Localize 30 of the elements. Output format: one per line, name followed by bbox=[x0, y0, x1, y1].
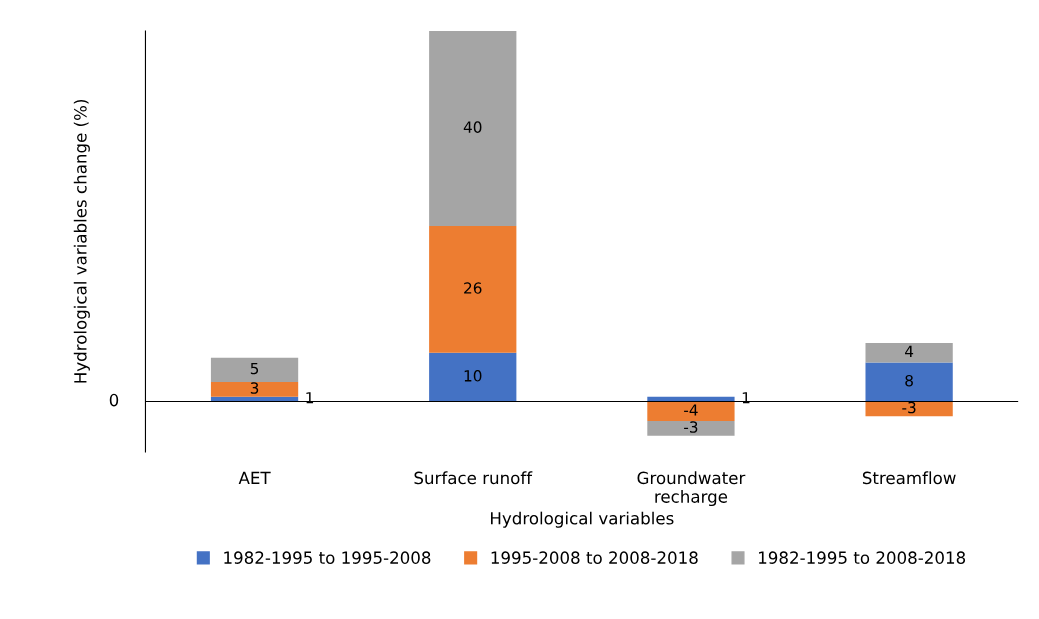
bar bbox=[865, 401, 953, 417]
y-axis-title: Hydrological variables change (%) bbox=[73, 100, 90, 383]
bar bbox=[429, 30, 517, 226]
data-label: -3 bbox=[684, 421, 698, 433]
data-label: 3 bbox=[250, 382, 259, 394]
data-label: 5 bbox=[250, 362, 259, 375]
data-label: 10 bbox=[464, 370, 482, 382]
bar bbox=[865, 343, 953, 363]
bar bbox=[210, 357, 299, 383]
x-tick-label: AET bbox=[238, 471, 271, 484]
bar bbox=[429, 226, 517, 353]
x-tick-label: Groundwater recharge bbox=[637, 471, 746, 507]
data-label: 26 bbox=[464, 282, 482, 294]
bar bbox=[647, 401, 735, 422]
x-axis-title: Hydrological variables bbox=[491, 511, 674, 528]
bar bbox=[647, 421, 735, 436]
bar bbox=[210, 382, 299, 397]
legend-label: 1995-2008 to 2008-2018 bbox=[491, 551, 698, 564]
data-label: -3 bbox=[902, 401, 916, 414]
legend-label: 1982-1995 to 2008-2018 bbox=[759, 551, 966, 564]
bar bbox=[429, 352, 517, 402]
data-label: 4 bbox=[905, 345, 914, 357]
bar bbox=[865, 362, 953, 402]
x-tick-label: Surface runoff bbox=[414, 471, 533, 485]
x-tick-label: Streamflow bbox=[862, 471, 956, 485]
data-label: -4 bbox=[684, 404, 698, 416]
data-label: 8 bbox=[905, 374, 913, 387]
text: 0 bbox=[109, 393, 119, 407]
legend-label: 1982-1995 to 1995-2008 bbox=[224, 551, 431, 564]
data-label: 40 bbox=[463, 121, 482, 133]
